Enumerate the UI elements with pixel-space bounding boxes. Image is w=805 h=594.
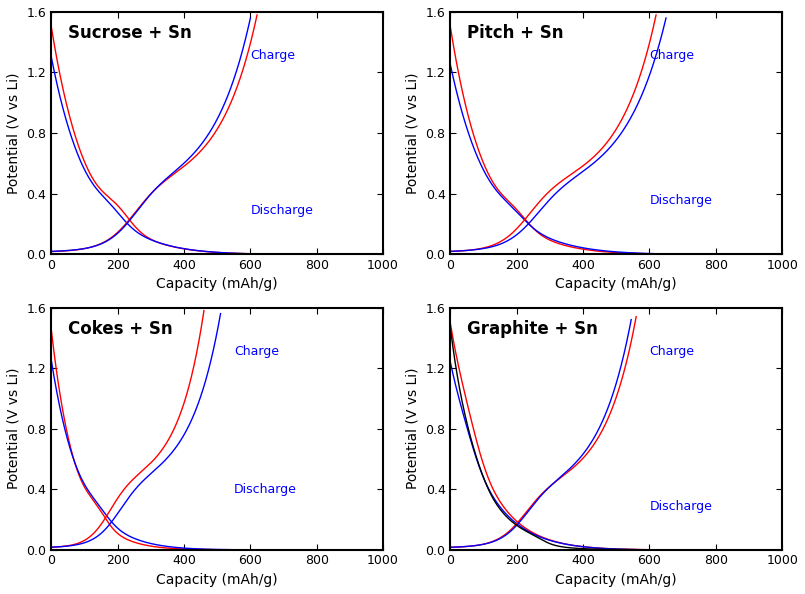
Text: Charge: Charge [250,49,295,62]
Y-axis label: Potential (V vs Li): Potential (V vs Li) [406,368,420,489]
X-axis label: Capacity (mAh/g): Capacity (mAh/g) [156,573,278,587]
Text: Discharge: Discharge [250,204,313,217]
Y-axis label: Potential (V vs Li): Potential (V vs Li) [7,72,21,194]
Text: Pitch + Sn: Pitch + Sn [467,24,564,42]
Text: Charge: Charge [233,345,279,358]
X-axis label: Capacity (mAh/g): Capacity (mAh/g) [555,277,677,292]
Text: Sucrose + Sn: Sucrose + Sn [68,24,192,42]
Text: Discharge: Discharge [650,194,712,207]
Text: Charge: Charge [650,345,695,358]
Text: Cokes + Sn: Cokes + Sn [68,320,172,337]
X-axis label: Capacity (mAh/g): Capacity (mAh/g) [156,277,278,292]
Text: Discharge: Discharge [233,482,297,495]
Y-axis label: Potential (V vs Li): Potential (V vs Li) [7,368,21,489]
Text: Discharge: Discharge [650,500,712,513]
X-axis label: Capacity (mAh/g): Capacity (mAh/g) [555,573,677,587]
Y-axis label: Potential (V vs Li): Potential (V vs Li) [406,72,420,194]
Text: Graphite + Sn: Graphite + Sn [467,320,598,337]
Text: Charge: Charge [650,49,695,62]
